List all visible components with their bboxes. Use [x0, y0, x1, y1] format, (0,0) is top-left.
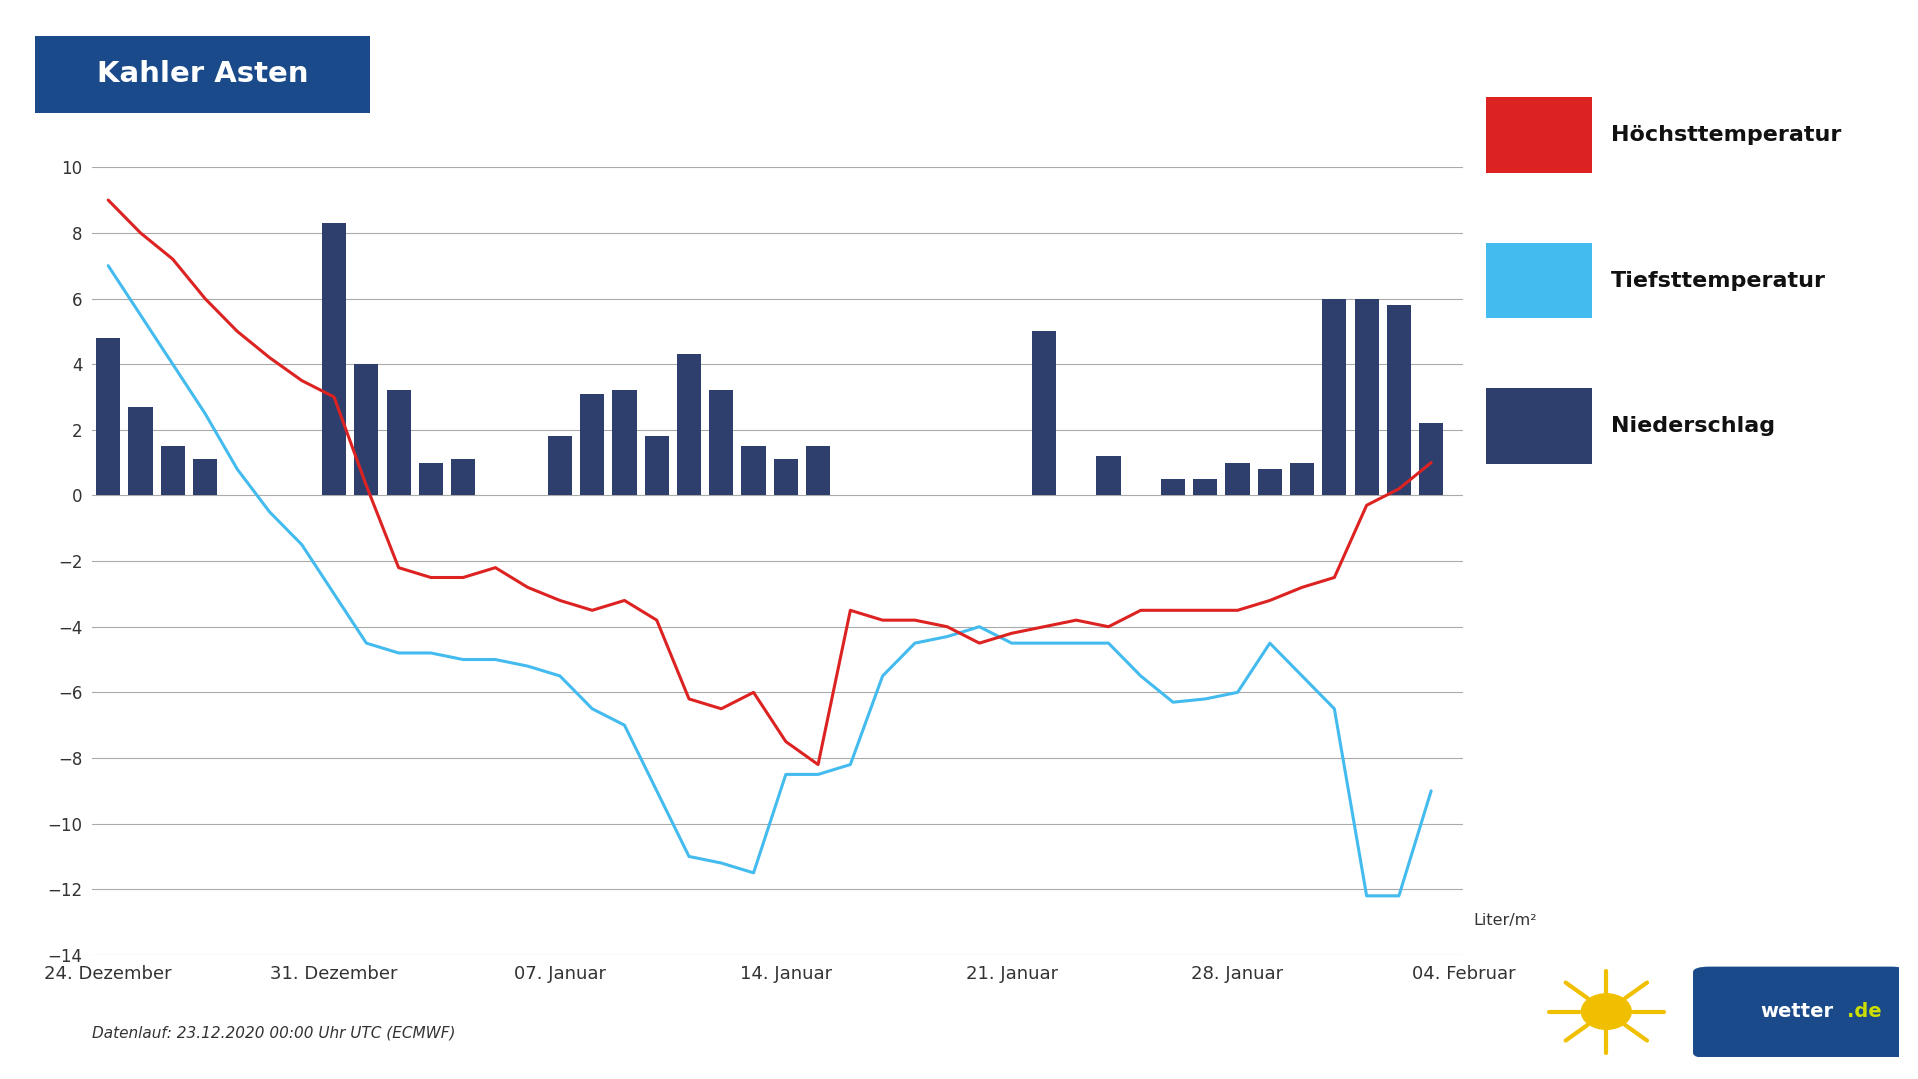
Circle shape [1580, 994, 1630, 1029]
Text: Datenlauf: 23.12.2020 00:00 Uhr UTC (ECMWF): Datenlauf: 23.12.2020 00:00 Uhr UTC (ECM… [92, 1026, 456, 1041]
FancyBboxPatch shape [1694, 967, 1906, 1058]
Bar [742, 447, 765, 495]
FancyBboxPatch shape [1481, 94, 1598, 176]
Bar [129, 407, 153, 495]
Bar [1097, 456, 1120, 495]
Bar [677, 354, 702, 495]
FancyBboxPatch shape [1481, 240, 1598, 322]
Bar [355, 365, 378, 495]
Bar [194, 460, 217, 495]
Text: Höchsttemperatur: Höchsttemperatur [1611, 125, 1841, 145]
Text: Liter/m²: Liter/m² [1473, 913, 1536, 928]
Text: Tiefsttemperatur: Tiefsttemperatur [1611, 271, 1826, 290]
Bar [451, 460, 476, 495]
Bar [322, 223, 345, 495]
Bar [644, 436, 669, 495]
Bar [1322, 299, 1346, 495]
Bar [1032, 331, 1057, 495]
Bar [773, 460, 798, 495]
Text: Niederschlag: Niederschlag [1611, 416, 1776, 436]
Bar [96, 338, 121, 495]
Bar [1419, 423, 1442, 495]
FancyBboxPatch shape [1481, 385, 1598, 468]
Bar [1258, 469, 1281, 495]
Bar [1291, 463, 1314, 495]
Bar [549, 436, 572, 495]
Bar [418, 463, 443, 495]
Bar [1354, 299, 1379, 495]
Bar [161, 447, 184, 495]
Bar [1387, 305, 1412, 495]
Bar [710, 391, 733, 495]
Bar [579, 394, 604, 495]
Text: wetter: wetter [1761, 1002, 1834, 1021]
Bar [1193, 479, 1218, 495]
Bar [1226, 463, 1251, 495]
Bar [612, 391, 637, 495]
FancyBboxPatch shape [27, 35, 376, 114]
Text: Kahler Asten: Kahler Asten [96, 60, 309, 88]
Text: .de: .de [1847, 1002, 1882, 1021]
Bar [806, 447, 830, 495]
Bar [1160, 479, 1185, 495]
Bar [387, 391, 410, 495]
